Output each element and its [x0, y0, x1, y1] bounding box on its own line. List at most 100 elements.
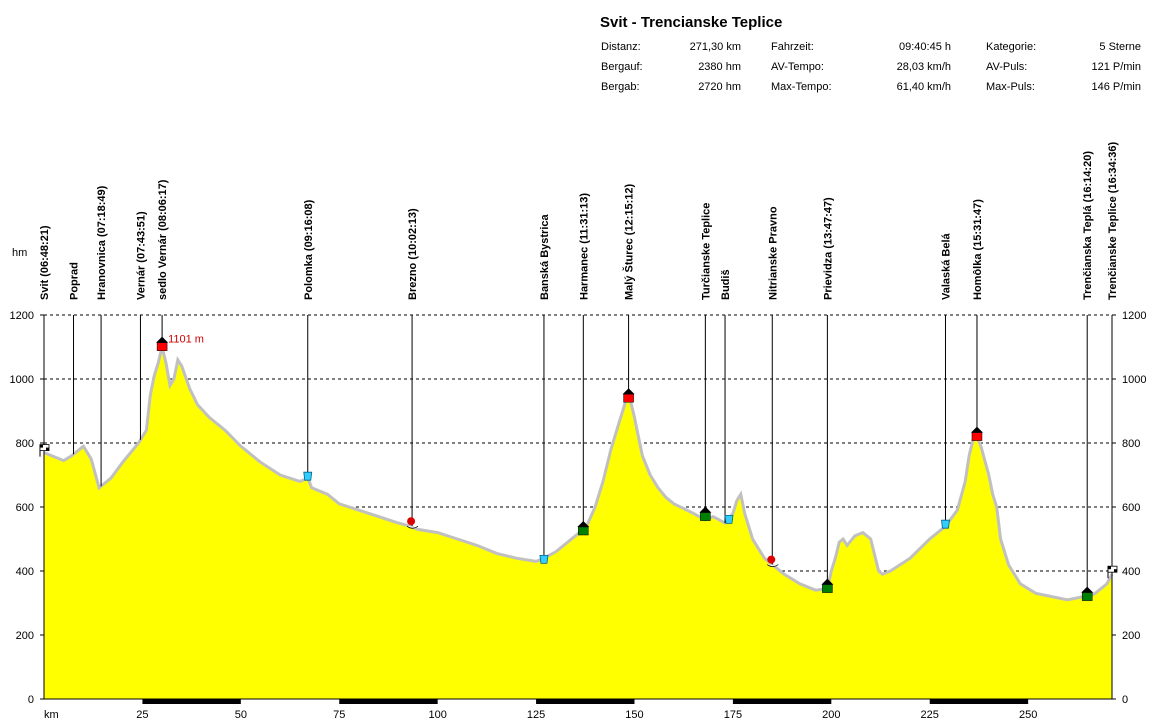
- stat-value-max-speed: 61,40 km/h: [896, 81, 951, 93]
- x-tick-label: 225: [921, 709, 939, 721]
- y-tick-right: 200: [1122, 630, 1140, 642]
- waypoint-label: Budiš: [720, 269, 732, 300]
- waypoint-labels: Svit (06:48:21) Poprad Hranovnica (07:18:4…: [39, 142, 1119, 597]
- house-icon: [699, 506, 712, 521]
- stat-value-distance: 271,30 km: [689, 41, 741, 53]
- waypoint-label: Nitrianske Pravno: [767, 206, 779, 300]
- waypoint-label: Hranovnica (07:18:49): [96, 185, 108, 300]
- elevation-outline: [43, 346, 1114, 602]
- house-roof: [577, 521, 590, 527]
- house-roof: [156, 336, 169, 343]
- food-plate: [406, 525, 419, 529]
- y-tick-right: 1200: [1122, 310, 1146, 322]
- elevation-profile: [43, 346, 1114, 699]
- waypoint-label: Trenčianska Teplá (16:14:20): [1082, 151, 1094, 300]
- x-axis-band: [536, 699, 635, 704]
- y-axis-label: hm: [12, 247, 27, 259]
- house-icon: [970, 426, 983, 441]
- house-roof: [1081, 586, 1094, 593]
- house-icon: [1081, 586, 1094, 601]
- house-body: [971, 432, 983, 441]
- cup-icon: [539, 555, 549, 564]
- house-roof: [699, 506, 712, 513]
- flag-icon: [1107, 565, 1118, 579]
- flag-icon: [39, 444, 50, 457]
- flag-check: [1114, 569, 1117, 573]
- waypoint-label: Polomka (09:16:08): [303, 199, 315, 300]
- stat-label-ride-time: Fahrzeit:: [771, 41, 814, 53]
- waypoint-label: Trenčianske Teplice (16:34:36): [1107, 142, 1119, 300]
- cup-body: [539, 555, 549, 564]
- x-tick-label: 200: [822, 709, 840, 721]
- x-axis-label: km: [44, 709, 59, 721]
- waypoint-label: Poprad: [69, 262, 81, 300]
- y-tick-right: 400: [1122, 566, 1140, 578]
- chart-title: Svit - Trencianske Teplice: [600, 14, 783, 31]
- house-roof: [821, 578, 834, 585]
- stat-label-avg-speed: AV-Tempo:: [771, 61, 824, 73]
- food-apple: [407, 517, 416, 526]
- food-plate: [767, 564, 779, 567]
- waypoint-label: sedlo Vernár (08:06:17): [157, 179, 169, 300]
- stat-value-category: 5 Sterne: [1099, 41, 1141, 53]
- waypoint-label: Harmanec (11:31:13): [578, 193, 590, 300]
- house-body: [700, 512, 711, 521]
- x-axis-band: [142, 699, 241, 704]
- house-body: [156, 342, 168, 351]
- y-tick-left: 600: [16, 502, 34, 514]
- y-tick-right: 0: [1122, 694, 1128, 706]
- waypoint-label: Homôlka (15:31:47): [972, 199, 984, 300]
- y-tick-left: 200: [16, 630, 34, 642]
- cup-icon: [941, 519, 950, 529]
- food-icon: [406, 517, 419, 529]
- stat-value-avg-pulse: 121 P/min: [1091, 61, 1141, 73]
- x-tick-label: 175: [724, 709, 742, 721]
- route-markers: 1101 m: [39, 334, 1118, 601]
- house-body: [578, 526, 589, 536]
- flag-check: [40, 444, 43, 448]
- y-tick-left: 1200: [10, 310, 34, 322]
- y-tick-right: 600: [1122, 502, 1140, 514]
- x-axis-band: [929, 699, 1029, 704]
- peak-annotation: 1101 m: [168, 334, 204, 346]
- y-tick-right: 1000: [1122, 374, 1146, 386]
- house-body: [822, 584, 833, 593]
- waypoint-label: Prievidza (13:47:47): [822, 197, 834, 300]
- cup-body: [941, 519, 950, 529]
- stat-label-avg-pulse: AV-Puls:: [986, 61, 1028, 73]
- house-icon: [622, 388, 635, 403]
- x-axis-band: [339, 699, 438, 704]
- stat-label-max-pulse: Max-Puls:: [986, 81, 1035, 93]
- elevation-area: [44, 346, 1112, 699]
- cup-body: [724, 515, 734, 524]
- y-tick-left: 800: [16, 438, 34, 450]
- food-apple: [767, 555, 776, 564]
- x-tick-label: 250: [1019, 709, 1037, 721]
- x-tick-label: 50: [235, 709, 247, 721]
- waypoint-label: Banská Bystrica: [539, 214, 551, 300]
- y-tick-left: 400: [16, 566, 34, 578]
- flag-check: [1108, 566, 1111, 570]
- stat-label-ascent: Bergauf:: [601, 61, 643, 73]
- x-tick-label: 100: [428, 709, 446, 721]
- house-roof: [970, 426, 983, 433]
- stat-value-max-pulse: 146 P/min: [1091, 81, 1141, 93]
- house-icon: [156, 336, 169, 351]
- stat-label-category: Kategorie:: [986, 41, 1037, 53]
- waypoint-label: Valaská Belá: [940, 232, 952, 300]
- y-tick-left: 0: [28, 694, 34, 706]
- stat-label-distance: Distanz:: [601, 41, 641, 53]
- cup-icon: [724, 515, 734, 524]
- y-tick-right: 800: [1122, 438, 1140, 450]
- stat-value-descent: 2720 hm: [698, 81, 741, 93]
- waypoint-label: Vernár (07:43:51): [135, 211, 147, 300]
- x-tick-label: 75: [333, 709, 345, 721]
- waypoint-label: Turčianske Teplice: [700, 203, 712, 300]
- waypoint-label: Svit (06:48:21): [39, 225, 51, 300]
- x-tick-label: 125: [527, 709, 545, 721]
- house-icon: [821, 578, 834, 593]
- house-body: [1081, 592, 1093, 601]
- flag-check: [46, 447, 49, 451]
- house-icon: [577, 521, 590, 536]
